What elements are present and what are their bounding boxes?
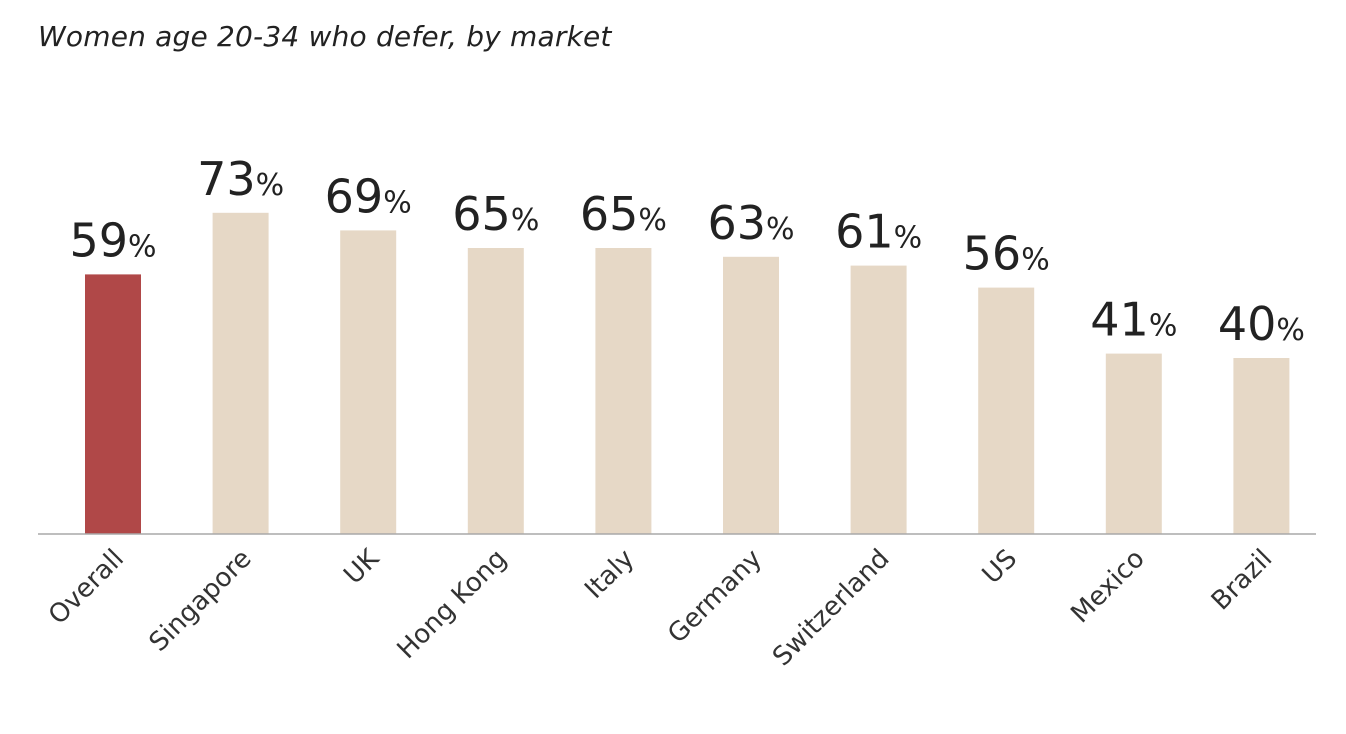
bar-italy (595, 248, 652, 534)
category-label-us: US (977, 544, 1023, 590)
bars-group (85, 212, 1290, 535)
value-label-italy: 65% (580, 187, 667, 241)
value-label-mexico: 41% (1090, 293, 1177, 347)
category-label-hong-kong: Hong Kong (392, 544, 513, 665)
bar-mexico (1105, 353, 1162, 534)
category-label-italy: Italy (579, 544, 640, 605)
category-label-brazil: Brazil (1206, 544, 1279, 617)
bar-brazil (1233, 358, 1290, 534)
bar-germany (723, 256, 779, 534)
bar-us (978, 287, 1035, 534)
bar-uk (340, 230, 397, 534)
value-label-us: 56% (963, 227, 1050, 281)
value-label-switzerland: 61% (835, 205, 922, 259)
category-labels-group: Overall Singapore UK Hong Kong Italy Germany S… (43, 543, 1278, 672)
bar-hong-kong (467, 248, 524, 534)
bar-singapore (212, 212, 269, 535)
category-label-mexico: Mexico (1065, 544, 1150, 629)
value-label-singapore: 73% (197, 152, 284, 206)
chart-title: Women age 20-34 who defer, by market (38, 20, 612, 53)
value-label-overall: 59% (69, 213, 156, 267)
category-label-germany: Germany (662, 544, 768, 650)
category-label-switzerland: Switzerland (767, 544, 895, 672)
bar-overall (85, 274, 141, 534)
category-label-uk: UK (338, 543, 385, 590)
value-label-germany: 63% (707, 196, 794, 250)
value-label-hong-kong: 65% (452, 187, 539, 241)
category-label-overall: Overall (43, 544, 130, 631)
value-label-brazil: 40% (1218, 297, 1305, 351)
bar-switzerland (850, 265, 907, 534)
category-label-singapore: Singapore (144, 544, 258, 658)
value-label-uk: 69% (325, 169, 412, 223)
value-labels-group: 59% 73% 69% 65% 65% 63% 61% 56% 41% 40% (69, 152, 1304, 351)
